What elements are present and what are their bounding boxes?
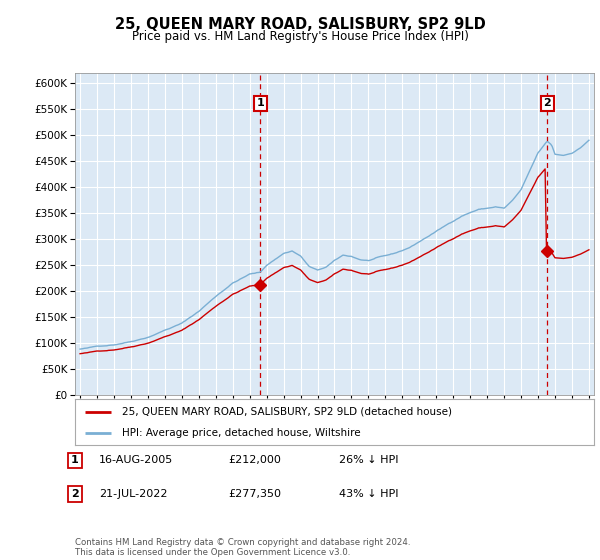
Text: 26% ↓ HPI: 26% ↓ HPI (339, 455, 398, 465)
Text: Contains HM Land Registry data © Crown copyright and database right 2024.
This d: Contains HM Land Registry data © Crown c… (75, 538, 410, 557)
Text: Price paid vs. HM Land Registry's House Price Index (HPI): Price paid vs. HM Land Registry's House … (131, 30, 469, 43)
Text: 16-AUG-2005: 16-AUG-2005 (99, 455, 173, 465)
Text: 25, QUEEN MARY ROAD, SALISBURY, SP2 9LD: 25, QUEEN MARY ROAD, SALISBURY, SP2 9LD (115, 17, 485, 32)
Text: £277,350: £277,350 (228, 489, 281, 499)
Text: 1: 1 (256, 99, 264, 109)
Text: 21-JUL-2022: 21-JUL-2022 (99, 489, 167, 499)
Text: 25, QUEEN MARY ROAD, SALISBURY, SP2 9LD (detached house): 25, QUEEN MARY ROAD, SALISBURY, SP2 9LD … (122, 407, 452, 417)
Text: £212,000: £212,000 (228, 455, 281, 465)
Text: 2: 2 (71, 489, 79, 499)
Text: 43% ↓ HPI: 43% ↓ HPI (339, 489, 398, 499)
Text: HPI: Average price, detached house, Wiltshire: HPI: Average price, detached house, Wilt… (122, 428, 361, 438)
Text: 2: 2 (544, 99, 551, 109)
Text: 1: 1 (71, 455, 79, 465)
